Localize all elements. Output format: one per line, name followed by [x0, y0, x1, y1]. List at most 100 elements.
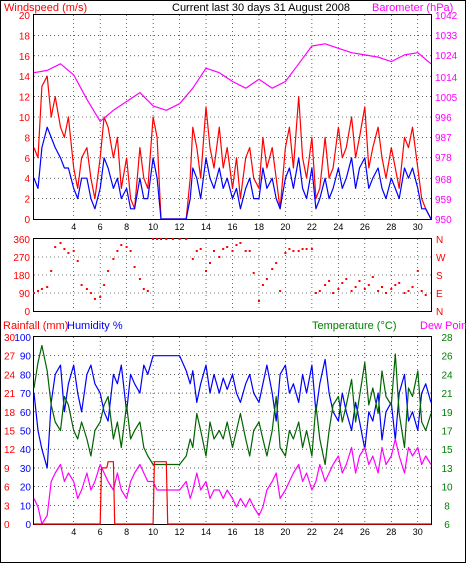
direction-point — [107, 270, 110, 272]
humidity-tick-label: 0 — [25, 520, 31, 531]
direction-point — [345, 278, 348, 280]
barometer-tick-label: 968 — [435, 175, 452, 186]
x-tick-label: 12 — [175, 222, 185, 232]
x-tick-label: 6 — [98, 222, 103, 232]
x-tick-label: 22 — [307, 527, 317, 537]
direction-point — [244, 250, 247, 252]
humidity-tick-label: 80 — [20, 370, 32, 381]
rainfall-tick-label: 3 — [4, 501, 10, 512]
rainfall-tick-label: 21 — [4, 389, 16, 400]
temperature-tick-label: 17 — [441, 427, 453, 438]
direction-point — [178, 238, 181, 240]
x-tick-label: 28 — [386, 527, 396, 537]
windspeed-tick-label: 16 — [19, 52, 31, 63]
direction-point — [292, 250, 295, 252]
direction-point — [85, 288, 88, 290]
x-tick-label: 22 — [307, 222, 317, 232]
x-tick-label: 20 — [280, 527, 290, 537]
series-line-wind-speed — [33, 126, 432, 220]
rainfall-tick-label: 30 — [4, 333, 16, 344]
direction-point — [195, 250, 198, 252]
direction-point — [146, 290, 149, 292]
temperature-tick-label: 13 — [441, 464, 453, 475]
rainfall-tick-label: 27 — [4, 352, 16, 363]
direction-point — [358, 280, 361, 282]
x-tick-label: 28 — [386, 222, 396, 232]
windspeed-tick-label: 18 — [19, 31, 31, 42]
direction-point — [129, 250, 132, 252]
direction-point — [120, 244, 123, 246]
compass-tick-label: E — [436, 289, 443, 300]
direction-point — [205, 270, 207, 272]
direction-tick-label: 360 — [13, 235, 30, 246]
direction-point — [50, 270, 53, 272]
direction-point — [261, 284, 264, 286]
direction-point — [258, 300, 260, 302]
barometer-tick-label: 978 — [435, 153, 452, 164]
direction-point — [63, 248, 66, 250]
windspeed-tick-label: 0 — [24, 215, 30, 226]
direction-point — [288, 248, 291, 250]
series-line-wind-gust — [33, 75, 432, 220]
x-tick-label: 18 — [254, 222, 264, 232]
humidity-tick-label: 20 — [20, 483, 32, 494]
direction-point — [231, 250, 234, 252]
direction-point — [252, 272, 255, 274]
temperature-tick-label: 21 — [441, 389, 453, 400]
temperature-tick-label: 19 — [441, 408, 453, 419]
x-tick-label: 12 — [175, 527, 185, 537]
humidity-tick-label: 90 — [20, 352, 32, 363]
x-tick-label: 8 — [124, 222, 129, 232]
x-tick-label: 30 — [413, 222, 423, 232]
direction-point — [271, 268, 274, 270]
barometer-tick-label: 1024 — [435, 51, 458, 62]
temperature-tick-label: 28 — [441, 333, 453, 344]
compass-tick-label: S — [436, 271, 443, 282]
barometer-tick-label: 1042 — [435, 11, 458, 22]
barometer-tick-label: 1033 — [435, 31, 458, 42]
rainfall-tick-label: 24 — [4, 370, 16, 381]
direction-point — [171, 238, 174, 240]
direction-point — [367, 284, 370, 286]
x-tick-label: 14 — [201, 527, 211, 537]
rainfall-tick-label: 15 — [4, 427, 16, 438]
direction-point — [125, 246, 128, 248]
direction-point — [248, 250, 251, 252]
direction-point — [275, 262, 278, 264]
humidity-tick-label: 70 — [20, 389, 32, 400]
temperature-tick-label: 6 — [444, 520, 450, 531]
direction-point — [341, 282, 344, 284]
rainfall-tick-label: 0 — [4, 520, 10, 531]
humidity-tick-label: 30 — [20, 464, 32, 475]
humidity-tick-label: 100 — [14, 333, 31, 344]
x-tick-label: 30 — [413, 527, 423, 537]
direction-point — [407, 290, 410, 292]
direction-point — [398, 282, 401, 284]
barometer-tick-label: 1014 — [435, 73, 458, 84]
direction-point — [381, 286, 383, 288]
direction-point — [72, 250, 75, 252]
barometer-tick-label: 987 — [435, 133, 452, 144]
x-tick-label: 8 — [124, 527, 129, 537]
direction-point — [350, 290, 353, 292]
direction-point — [199, 248, 202, 250]
direction-point — [133, 266, 136, 268]
temperature-tick-label: 8 — [444, 501, 450, 512]
direction-point — [116, 250, 119, 252]
direction-point — [390, 288, 393, 290]
direction-point — [156, 238, 159, 240]
x-tick-label: 6 — [98, 527, 103, 537]
direction-point — [138, 278, 141, 280]
x-tick-label: 10 — [148, 527, 158, 537]
direction-point — [103, 284, 106, 286]
panel-direction-frame — [33, 238, 432, 312]
rainfall-tick-label: 6 — [4, 483, 10, 494]
direction-point — [318, 290, 321, 292]
direction-point — [160, 238, 162, 240]
direction-point — [332, 292, 335, 294]
compass-tick-label: W — [436, 253, 446, 264]
windspeed-tick-label: 20 — [19, 11, 31, 22]
barometer-tick-label: 1005 — [435, 93, 458, 104]
